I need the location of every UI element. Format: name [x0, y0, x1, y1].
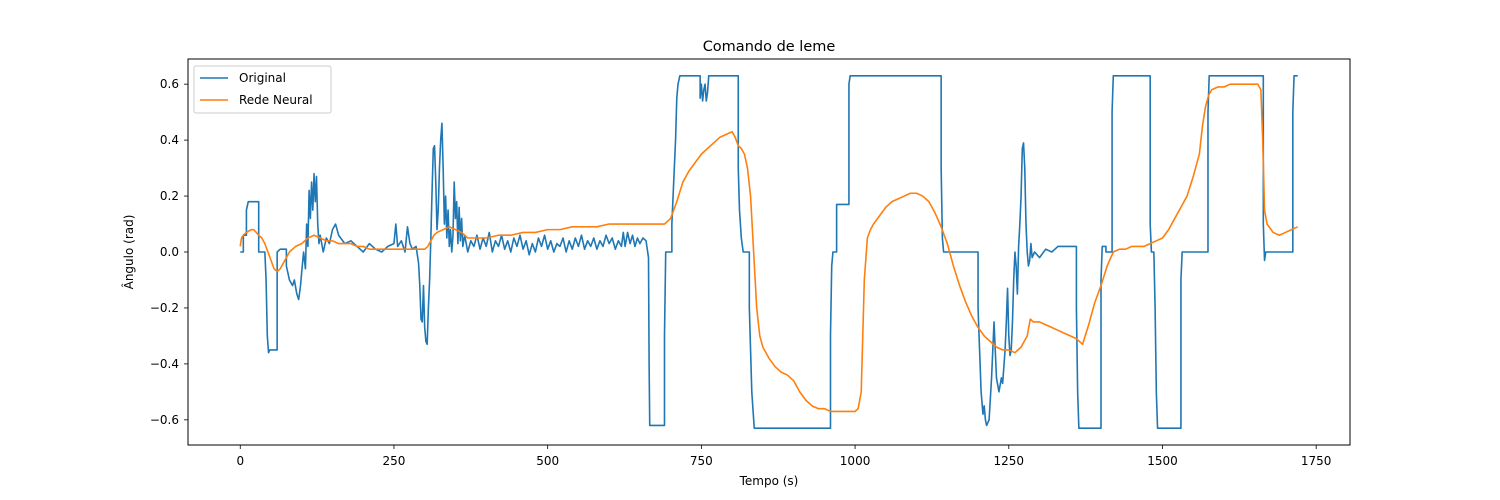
chart-title: Comando de leme	[703, 39, 836, 55]
x-tick-label: 500	[536, 454, 559, 468]
legend: Original Rede Neural	[193, 65, 332, 114]
x-tick-label: 750	[690, 454, 713, 468]
y-tick-label: −0.2	[150, 301, 179, 315]
x-tick-label: 0	[236, 454, 244, 468]
y-tick-label: 0.0	[160, 245, 179, 259]
x-tick-label: 1750	[1301, 454, 1332, 468]
x-axis-label: Tempo (s)	[739, 474, 799, 488]
y-tick-label: 0.4	[160, 133, 179, 147]
series-line-original	[240, 74, 1298, 430]
x-axis-ticks: 0 250 500 750 1000 1250 1500 1750	[236, 445, 1331, 468]
x-tick-label: 1250	[994, 454, 1025, 468]
x-tick-label: 1000	[840, 454, 871, 468]
x-tick-label: 250	[383, 454, 406, 468]
x-tick-label: 1500	[1147, 454, 1178, 468]
y-axis-label: Ângulo (rad)	[121, 215, 136, 290]
y-tick-label: 0.2	[160, 189, 179, 203]
legend-label-rede-neural: Rede Neural	[239, 93, 313, 107]
legend-frame	[193, 65, 332, 114]
legend-label-original: Original	[239, 71, 286, 85]
y-axis-ticks: −0.6 −0.4 −0.2 0.0 0.2 0.4 0.6	[150, 77, 188, 427]
plot-frame	[187, 58, 1351, 446]
series-layer	[239, 74, 1299, 430]
y-tick-label: −0.4	[150, 357, 179, 371]
y-tick-label: −0.6	[150, 413, 179, 427]
series-line-rede-neural	[239, 83, 1299, 413]
y-tick-label: 0.6	[160, 77, 179, 91]
